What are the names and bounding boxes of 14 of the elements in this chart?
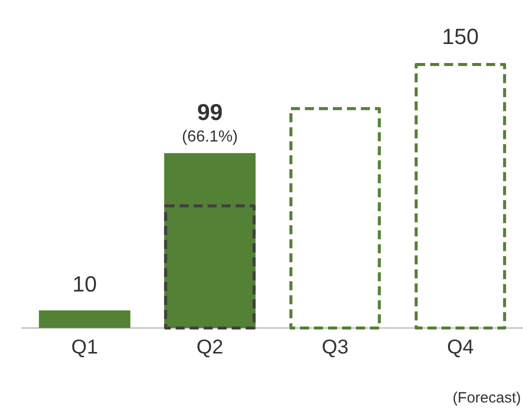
bar [38,310,130,328]
x-tick-label: Q3 [322,336,348,359]
x-tick-label: Q1 [71,336,98,359]
annotation: (66.1%) [182,128,238,146]
bar [164,204,256,330]
data-label: 99 [197,98,223,125]
bar [289,107,381,330]
text: (Forecast) [452,390,522,407]
bar [164,153,256,328]
data-label: 10 [72,271,97,296]
data-label: 150 [442,24,479,50]
bar [414,63,506,330]
x-tick-label: Q4 [447,336,474,359]
x-tick-label: Q2 [196,336,224,359]
